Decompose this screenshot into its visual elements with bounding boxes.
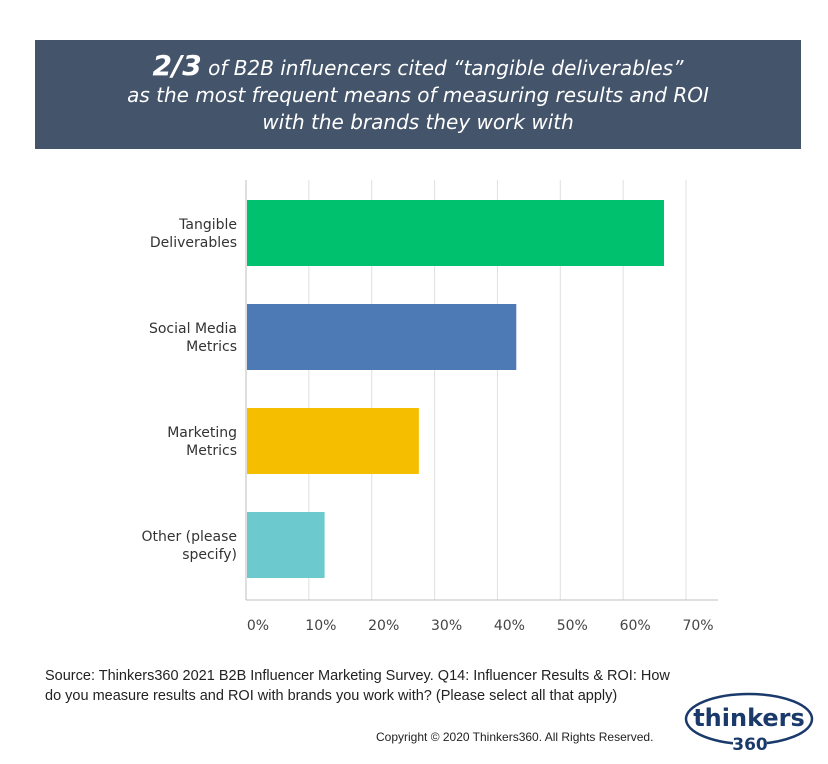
category-label: Marketing bbox=[167, 425, 237, 441]
x-tick-label: 10% bbox=[305, 618, 336, 634]
title-line-2: as the most frequent means of measuring … bbox=[127, 83, 709, 107]
title-line-1-text: of B2B influencers cited “tangible deliv… bbox=[201, 56, 684, 80]
x-tick-label: 60% bbox=[620, 618, 651, 634]
x-tick-label: 20% bbox=[368, 618, 399, 634]
category-label: Metrics bbox=[186, 339, 237, 355]
copyright-text: Copyright © 2020 Thinkers360. All Rights… bbox=[376, 730, 654, 744]
category-label: Deliverables bbox=[150, 235, 237, 251]
title-fraction: 2/3 bbox=[152, 49, 202, 82]
title-line-1: 2/3 of B2B influencers cited “tangible d… bbox=[35, 52, 801, 82]
x-tick-label: 70% bbox=[682, 618, 713, 634]
category-label: Metrics bbox=[186, 443, 237, 459]
logo-number: 360 bbox=[732, 735, 768, 752]
bar bbox=[247, 408, 419, 474]
bar-chart: 0% 10% 20% 30% 40% 50% 60% 70% Tangible Deliverab… bbox=[141, 180, 718, 634]
thinkers360-logo: thinkers 360 bbox=[683, 690, 815, 752]
bar bbox=[247, 304, 517, 370]
x-tick-label: 30% bbox=[431, 618, 462, 634]
source-note: Source: Thinkers360 2021 B2B Influencer … bbox=[45, 668, 670, 704]
x-tick-label: 40% bbox=[494, 618, 525, 634]
category-label: specify) bbox=[182, 547, 237, 563]
title-line-3: with the brands they work with bbox=[262, 110, 574, 134]
title-banner: 2/3 of B2B influencers cited “tangible d… bbox=[35, 40, 801, 149]
category-label: Social Media bbox=[149, 321, 237, 337]
category-label: Other (please bbox=[141, 529, 237, 545]
logo-word: thinkers bbox=[693, 704, 805, 732]
bar bbox=[247, 200, 664, 266]
x-tick-label: 50% bbox=[557, 618, 588, 634]
x-tick-label: 0% bbox=[247, 618, 269, 634]
bar bbox=[247, 512, 325, 578]
category-label: Tangible bbox=[178, 217, 237, 233]
